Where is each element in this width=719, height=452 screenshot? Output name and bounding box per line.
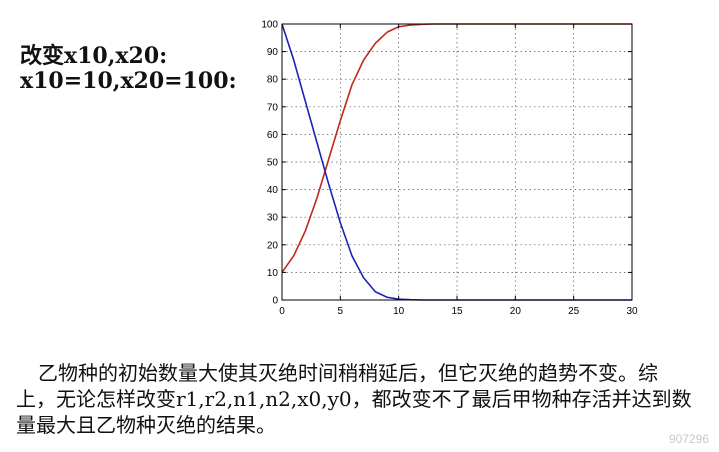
y-tick-label: 60 xyxy=(267,130,279,141)
y-tick-label: 50 xyxy=(267,158,279,169)
y-tick-label: 20 xyxy=(267,240,279,251)
y-tick-label: 10 xyxy=(267,268,279,279)
y-tick-label: 30 xyxy=(267,213,279,224)
x-tick-label: 15 xyxy=(451,306,463,317)
conclusion-paragraph: 乙物种的初始数量大使其灭绝时间稍稍延后，但它灭绝的趋势不变。综上，无论怎样改变r… xyxy=(16,361,692,437)
watermark: 907296 xyxy=(668,432,709,446)
chart-svg: 0 5 10 15 20 25 30 0 10 20 30 40 50 60 70 80 90 100 xyxy=(261,20,638,318)
y-tick-label: 70 xyxy=(267,102,279,113)
x-tick-label: 25 xyxy=(568,306,580,317)
x-tick-label: 0 xyxy=(279,306,285,317)
y-tick-label: 100 xyxy=(261,20,278,31)
x-tick-label: 30 xyxy=(626,306,638,317)
heading-line-1: 改变x10,x20: xyxy=(20,43,168,69)
heading-line-2: x10=10,x20=100: xyxy=(20,68,237,94)
y-tick-label: 40 xyxy=(267,185,279,196)
y-tick-label: 0 xyxy=(272,296,278,307)
y-tick-label: 90 xyxy=(267,47,279,58)
population-chart: 0 5 10 15 20 25 30 0 10 20 30 40 50 60 70 80 90 100 xyxy=(250,14,650,324)
x-tick-label: 20 xyxy=(510,306,522,317)
x-tick-label: 10 xyxy=(393,306,405,317)
x-tick-label: 5 xyxy=(338,306,344,317)
y-tick-label: 80 xyxy=(267,75,279,86)
